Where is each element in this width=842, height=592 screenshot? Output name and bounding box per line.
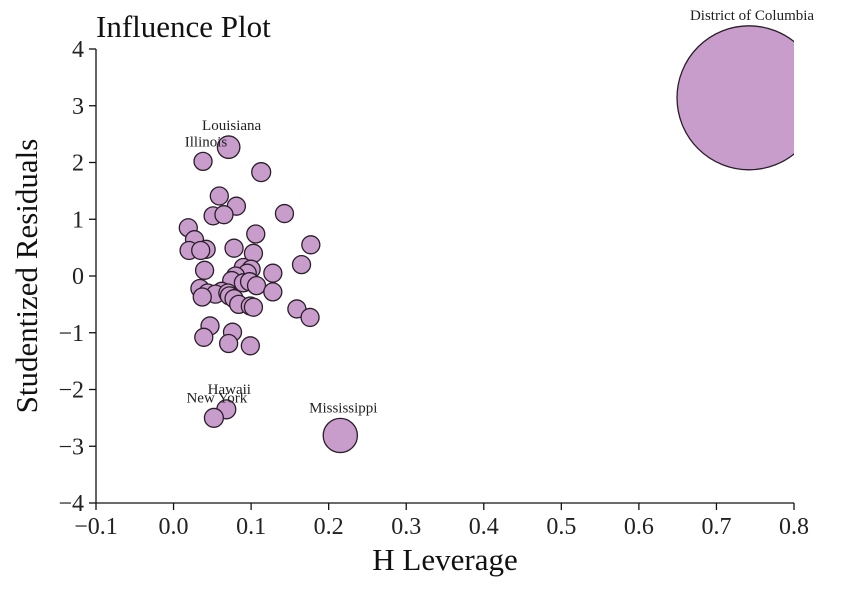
data-point: [322, 417, 359, 454]
data-point: [246, 224, 266, 244]
data-point: [243, 297, 264, 317]
y-tick-label: 1: [72, 207, 84, 233]
points-layer: [178, 25, 794, 454]
x-ticks: −0.1 0.0 0.1 0.2 0.3 0.4 0.5 0.6 0.7 0.8: [74, 503, 809, 540]
point-annotation: New York: [186, 390, 247, 406]
data-point: [192, 287, 212, 307]
data-point: [209, 186, 229, 206]
y-tick-label: −4: [58, 491, 84, 517]
point-annotation: Illinois: [185, 134, 228, 150]
point-annotation: Mississippi: [309, 400, 377, 416]
data-point: [301, 235, 321, 255]
x-tick-label: 0.4: [469, 514, 499, 540]
data-point: [274, 203, 295, 224]
data-point: [240, 336, 260, 356]
data-point: [191, 240, 211, 261]
y-tick-label: 4: [72, 37, 84, 63]
x-tick-label: −0.1: [74, 514, 118, 540]
y-tick-label: −2: [58, 378, 84, 404]
data-point: [676, 25, 794, 171]
data-point: [300, 307, 320, 328]
point-annotation: Hawaii: [208, 382, 251, 398]
point-annotation: Louisiana: [202, 118, 261, 134]
x-tick-label: 0.6: [624, 514, 654, 540]
chart-title: Influence Plot: [96, 9, 271, 44]
point-annotation: District of Columbia: [690, 8, 814, 24]
x-tick-label: 0.8: [779, 514, 809, 540]
x-tick-label: 0.7: [701, 514, 731, 540]
data-point: [193, 151, 213, 172]
x-tick-label: 0.1: [236, 514, 266, 540]
data-point: [218, 333, 239, 354]
x-axis-label: H Leverage: [372, 542, 517, 577]
x-tick-label: 0.2: [314, 514, 344, 540]
data-point: [263, 282, 283, 302]
y-axis-label: Studentized Residuals: [9, 139, 44, 414]
data-point: [194, 260, 215, 280]
data-point: [203, 407, 224, 428]
data-point: [246, 275, 267, 296]
x-tick-label: 0.0: [159, 514, 189, 540]
y-ticks: −4 −3 −2 −1 0 1 2 3 4: [58, 37, 96, 517]
y-tick-label: −1: [58, 321, 84, 347]
y-tick-label: −3: [58, 434, 84, 460]
data-point: [214, 205, 234, 225]
data-point: [291, 254, 312, 275]
data-point: [216, 135, 241, 160]
x-tick-label: 0.5: [546, 514, 576, 540]
x-tick-label: 0.3: [391, 514, 421, 540]
data-point: [251, 162, 272, 183]
data-point: [263, 263, 283, 283]
y-tick-label: 3: [72, 94, 84, 120]
data-point: [194, 327, 214, 347]
data-point: [224, 238, 244, 258]
y-tick-label: 0: [72, 264, 84, 290]
y-tick-label: 2: [72, 151, 84, 177]
